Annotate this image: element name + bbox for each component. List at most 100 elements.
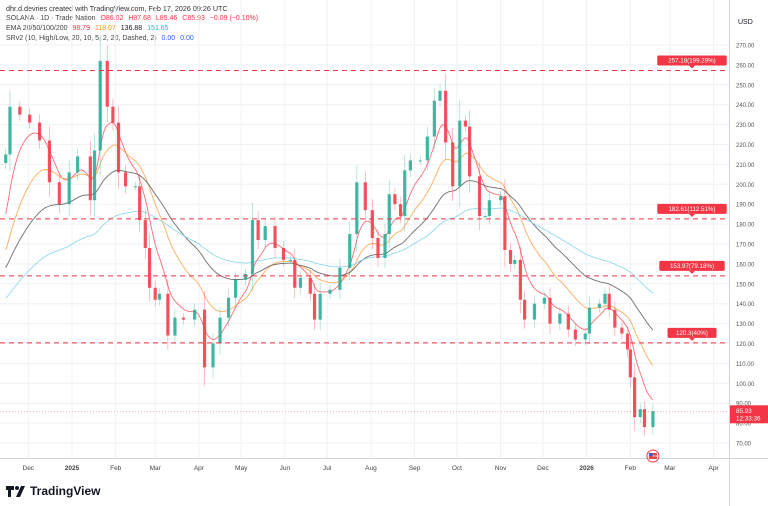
candle-body: [37, 122, 42, 141]
candle-body: [328, 289, 332, 294]
ema200-line: [5, 207, 654, 299]
candle-body: [308, 277, 312, 294]
symbol-legend[interactable]: SOLANA · 1D · Trade Nation O86.02 H87.68…: [6, 15, 261, 22]
y-tick-label: 210.00: [736, 163, 755, 169]
candle-body: [513, 259, 517, 264]
flag-canton: [648, 453, 653, 456]
candle-body: [348, 234, 352, 268]
candle: [88, 141, 92, 216]
srv2-legend[interactable]: SRv2 (10, High/Low, 20, 10, 5, 2, 20, Da…: [6, 35, 197, 42]
candle-body: [8, 106, 12, 155]
candle-body: [338, 267, 342, 290]
candle: [477, 162, 482, 231]
candle-body: [363, 182, 367, 211]
y-tick-label: 270.00: [736, 44, 755, 50]
candle-body: [597, 303, 601, 308]
candle: [387, 180, 391, 248]
y-tick-label: 120.00: [736, 342, 755, 348]
candle: [281, 241, 286, 267]
bar-countdown: 12:33:36: [736, 415, 761, 422]
candle: [57, 172, 61, 214]
candle-body: [133, 186, 138, 188]
candle-body: [166, 293, 170, 336]
candle-body: [116, 122, 121, 173]
candle: [597, 298, 601, 313]
y-tick-label: 200.00: [736, 183, 755, 189]
candle: [76, 148, 80, 181]
candle: [638, 403, 642, 424]
ema50-value: 118.07: [94, 25, 116, 32]
candle: [548, 287, 552, 335]
candle: [444, 73, 448, 160]
candle: [157, 288, 162, 306]
candle-body: [273, 226, 277, 248]
candle: [651, 403, 655, 436]
srv2-value-2: 0.00: [180, 35, 194, 42]
candle-body: [518, 259, 522, 300]
ohlc-close: C85.93: [182, 15, 205, 22]
candle: [625, 325, 630, 358]
ema-legend[interactable]: EMA 20/50/100/200 98.79 118.07 136.88 15…: [6, 25, 172, 32]
y-tick-label: 230.00: [736, 123, 755, 129]
candle-body: [211, 343, 215, 368]
candle: [355, 165, 359, 251]
symbol-name: SOLANA · 1D · Trade Nation: [6, 15, 96, 22]
y-tick-label: 70.00: [736, 442, 752, 448]
x-tick-label: Oct: [452, 465, 462, 472]
candle: [383, 224, 387, 268]
candle: [438, 84, 442, 108]
x-tick-label: Mar: [664, 465, 676, 472]
x-tick-label: Feb: [110, 465, 122, 472]
candle: [226, 288, 231, 327]
y-tick-label: 240.00: [736, 103, 755, 109]
candle-body: [487, 200, 491, 217]
tradingview-logo[interactable]: TradingView: [6, 484, 100, 498]
candle: [312, 283, 317, 331]
candle: [348, 221, 352, 281]
candle-body: [587, 307, 592, 334]
candle-body: [57, 182, 61, 205]
x-tick-label: Feb: [625, 465, 637, 472]
candle: [18, 100, 22, 121]
tradingview-logo-icon: [6, 485, 25, 497]
candle: [376, 229, 380, 267]
candle: [403, 154, 407, 232]
level-label-bg: [659, 260, 725, 271]
candle-body: [651, 411, 655, 428]
candle-body: [483, 216, 487, 218]
candle-body: [147, 247, 152, 288]
level-label-pointer: [689, 337, 695, 341]
candle: [508, 242, 513, 272]
y-tick-label: 100.00: [736, 382, 755, 388]
price-change: −0.09 (−0.10%): [209, 15, 259, 22]
candle-body: [173, 317, 177, 336]
candle: [451, 127, 455, 202]
candle-body: [218, 317, 222, 344]
ema100-line: [5, 170, 654, 331]
x-tick-label: Apr: [194, 465, 205, 472]
brand-name: TradingView: [30, 484, 101, 498]
candle-body: [613, 309, 617, 328]
candle-body: [105, 60, 109, 107]
x-tick-label: Sep: [409, 465, 421, 472]
candle-body: [376, 238, 380, 258]
level-label: 120.3(40%): [676, 330, 708, 337]
x-tick-label: May: [235, 465, 248, 472]
ohlc-high: H87.68: [128, 15, 151, 22]
x-tick-label: Mar: [150, 465, 162, 472]
candle-body: [123, 172, 128, 187]
candle: [47, 126, 52, 197]
candle-body: [393, 194, 397, 205]
candle: [193, 303, 197, 327]
candle: [218, 307, 222, 354]
ohlc-low: L85.46: [155, 15, 178, 22]
x-tick-label: Aug: [365, 465, 377, 472]
candle-body: [451, 142, 455, 187]
candle-body: [256, 220, 260, 241]
candle: [463, 115, 467, 133]
candle-body: [603, 293, 607, 304]
candle: [393, 187, 397, 211]
ema100-value: 136.88: [120, 25, 143, 32]
x-tick-label: 2026: [579, 465, 594, 472]
